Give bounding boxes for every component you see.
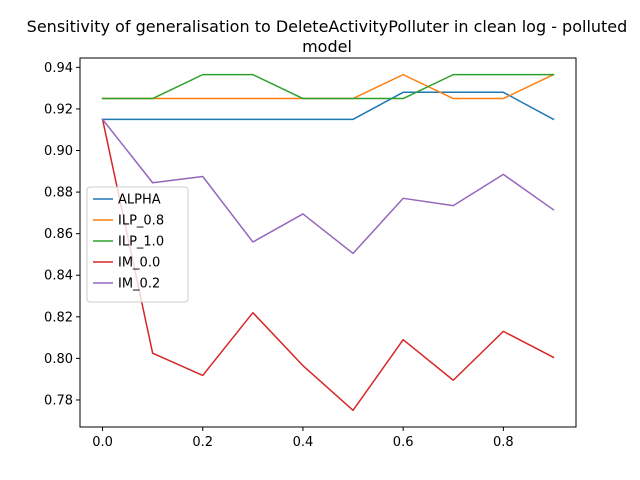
x-tick-label: 0.6 xyxy=(393,435,414,450)
x-tick-label: 0.0 xyxy=(92,435,113,450)
y-tick-label: 0.84 xyxy=(44,269,73,284)
series-line-ilp-1-0 xyxy=(101,73,555,100)
legend-label: ILP_0.8 xyxy=(118,214,164,229)
legend-label: IM_0.2 xyxy=(118,277,160,292)
y-tick-label: 0.92 xyxy=(44,102,73,117)
legend-label: IM_0.0 xyxy=(118,256,160,271)
series-line-im-0-2 xyxy=(101,118,555,255)
x-axis: 0.0 0.2 0.4 0.6 0.8 xyxy=(92,427,514,450)
legend-box xyxy=(86,186,189,303)
series-line-alpha xyxy=(101,91,555,121)
y-tick-label: 0.86 xyxy=(44,227,73,242)
x-tick-label: 0.8 xyxy=(493,435,514,450)
y-tick-label: 0.88 xyxy=(44,186,73,201)
y-tick-label: 0.94 xyxy=(44,61,73,76)
legend-label: ALPHA xyxy=(118,193,161,208)
legend: ALPHA ILP_0.8 ILP_1.0 IM_0.0 IM_0.2 xyxy=(86,186,189,303)
x-tick-label: 0.4 xyxy=(293,435,314,450)
series-layer xyxy=(101,73,555,412)
series-line-im-0-0 xyxy=(101,118,555,412)
y-tick-label: 0.78 xyxy=(44,393,73,408)
chart-title-line-2: model xyxy=(302,37,352,56)
y-tick-label: 0.90 xyxy=(44,144,73,159)
y-axis: 0.78 0.80 0.82 0.84 0.86 0.88 0.90 0.92 0.94 xyxy=(44,61,80,408)
y-tick-label: 0.80 xyxy=(44,352,73,367)
y-tick-label: 0.82 xyxy=(44,310,73,325)
plot-area-frame xyxy=(79,57,577,428)
x-tick-label: 0.2 xyxy=(192,435,213,450)
series-line-ilp-0-8 xyxy=(101,73,555,100)
chart-title-line-1: Sensitivity of generalisation to DeleteA… xyxy=(27,17,628,36)
legend-label: ILP_1.0 xyxy=(118,235,164,250)
